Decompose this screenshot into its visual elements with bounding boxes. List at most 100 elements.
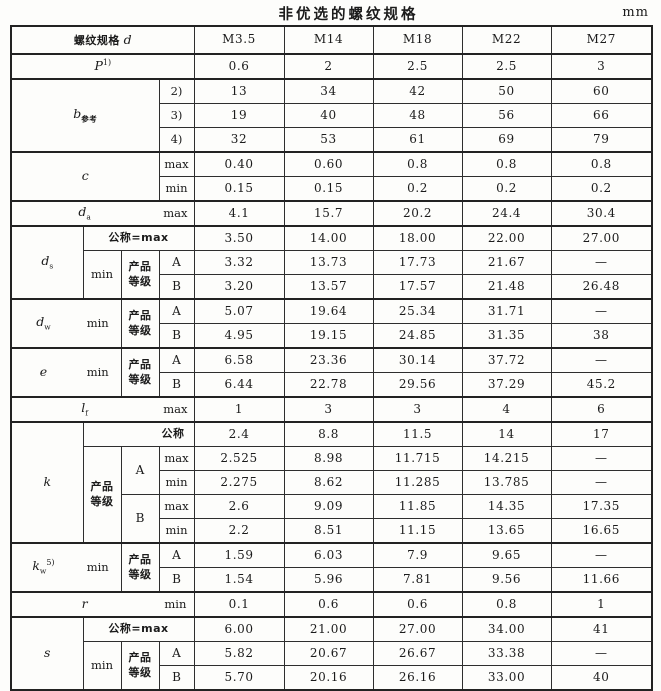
value-cell: —: [550, 446, 653, 471]
thread-spec-symbol: d: [123, 31, 132, 47]
value-cell: 4.95: [193, 323, 285, 349]
column-header-m22: M22: [461, 25, 552, 55]
value-cell: 13.57: [283, 274, 374, 300]
value-cell: 8.51: [283, 518, 374, 544]
value-cell: 1: [193, 396, 285, 423]
da-symbol: da: [78, 204, 91, 222]
value-cell: 15.7: [283, 200, 374, 227]
value-cell: 11.15: [372, 518, 463, 544]
max-label: max: [163, 206, 188, 221]
value-cell: 0.15: [283, 176, 374, 202]
min-label: min: [86, 316, 109, 331]
value-cell: 26.48: [550, 274, 653, 300]
min-label: min: [158, 470, 195, 495]
value-cell: 2.4: [193, 421, 285, 447]
value-cell: 14.35: [461, 494, 552, 519]
value-cell: 3: [372, 396, 463, 423]
row-b-4: 4) 32 53 61 69 79: [11, 127, 653, 153]
value-cell: 14.00: [283, 225, 374, 251]
value-cell: 17: [550, 421, 653, 447]
value-cell: 0.60: [283, 151, 374, 177]
value-cell: 69: [461, 127, 552, 153]
value-cell: 2.275: [193, 470, 285, 495]
value-cell: 66: [550, 103, 653, 128]
value-cell: 32: [193, 127, 285, 153]
value-cell: 19.15: [283, 323, 374, 349]
nominal-max-label: 公称=max: [82, 616, 195, 642]
value-cell: 14: [461, 421, 552, 447]
value-cell: 21.00: [283, 616, 374, 642]
value-cell: 7.9: [372, 542, 463, 568]
grade-b-label: B: [158, 665, 195, 691]
product-grade-label: 产品 等级: [120, 347, 160, 398]
value-cell: 29.56: [372, 372, 463, 398]
value-cell: 50: [461, 78, 552, 104]
label-da: da max: [10, 200, 195, 227]
max-label: max: [158, 494, 195, 519]
c-symbol: c: [81, 168, 89, 184]
value-cell: 2.5: [372, 53, 463, 80]
footnote-2-marker: 2): [158, 78, 195, 104]
value-cell: 26.16: [372, 665, 463, 691]
value-cell: —: [550, 641, 653, 666]
footnote-3-marker: 3): [158, 103, 195, 128]
value-cell: 3.50: [193, 225, 285, 251]
thread-spec-text: 螺纹规格: [73, 33, 120, 47]
value-cell: 37.29: [461, 372, 552, 398]
value-cell: 27.00: [372, 616, 463, 642]
grade-a-label: A: [158, 250, 195, 275]
value-cell: 2.525: [193, 446, 285, 471]
value-cell: 0.8: [461, 151, 552, 177]
value-cell: 31.71: [461, 298, 552, 324]
value-cell: 0.2: [461, 176, 552, 202]
value-cell: 7.81: [372, 567, 463, 593]
product-grade-label: 产品 等级: [120, 298, 160, 349]
label-r: r min: [10, 591, 195, 618]
row-b-3: 3) 19 40 48 56 66: [11, 103, 653, 128]
value-cell: 5.70: [193, 665, 285, 691]
value-cell: 0.6: [283, 591, 374, 618]
page-title: 非优选的螺纹规格: [278, 7, 419, 23]
value-cell: 48: [372, 103, 463, 128]
b-subscript: 参考: [81, 114, 98, 124]
grade-b-label: B: [158, 567, 195, 593]
value-cell: 5.82: [193, 641, 285, 666]
value-cell: 40: [283, 103, 374, 128]
label-p: P1): [10, 53, 195, 80]
value-cell: 2.2: [193, 518, 285, 544]
value-cell: 34: [283, 78, 374, 104]
value-cell: 5.96: [283, 567, 374, 593]
value-cell: 9.56: [461, 567, 552, 593]
value-cell: 26.67: [372, 641, 463, 666]
value-cell: 2.6: [193, 494, 285, 519]
row-p: P1) 0.6 2 2.5 2.5 3: [10, 53, 653, 80]
product-grade-label: 产品 等级: [120, 641, 160, 691]
value-cell: 0.6: [372, 591, 463, 618]
row-k-b-min: min 2.2 8.51 11.15 13.65 16.65: [11, 518, 653, 544]
value-cell: 13.785: [461, 470, 552, 495]
label-dw: dw min: [10, 298, 122, 349]
unit-label: mm: [622, 5, 649, 20]
grade-a-label: A: [158, 298, 195, 324]
min-label: min: [86, 560, 109, 575]
row-ds-nominal: ds 公称=max 3.50 14.00 18.00 22.00 27.00: [10, 225, 653, 300]
column-header-m14: M14: [283, 25, 374, 55]
header-thread-spec: 螺纹规格 d: [10, 25, 195, 55]
value-cell: 6: [550, 396, 653, 423]
value-cell: 45.2: [550, 372, 653, 398]
value-cell: 24.4: [461, 200, 552, 227]
table-header-row: 螺纹规格 d M3.5 M14 M18 M22 M27: [10, 25, 653, 55]
value-cell: 37.72: [461, 347, 552, 373]
row-c-max: c max 0.40 0.60 0.8 0.8 0.8: [10, 151, 653, 202]
value-cell: 13.73: [283, 250, 374, 275]
grade-b-label: B: [158, 372, 195, 398]
value-cell: 23.36: [283, 347, 374, 373]
value-cell: 19.64: [283, 298, 374, 324]
row-r: r min 0.1 0.6 0.6 0.8 1: [10, 591, 653, 618]
row-k-a-min: min 2.275 8.62 11.285 13.785 —: [11, 470, 653, 495]
row-lf: lf max 1 3 3 4 6: [10, 396, 653, 423]
row-dw-b: B 4.95 19.15 24.85 31.35 38: [11, 323, 653, 349]
value-cell: 33.38: [461, 641, 552, 666]
value-cell: 11.715: [372, 446, 463, 471]
value-cell: 1.59: [193, 542, 285, 568]
